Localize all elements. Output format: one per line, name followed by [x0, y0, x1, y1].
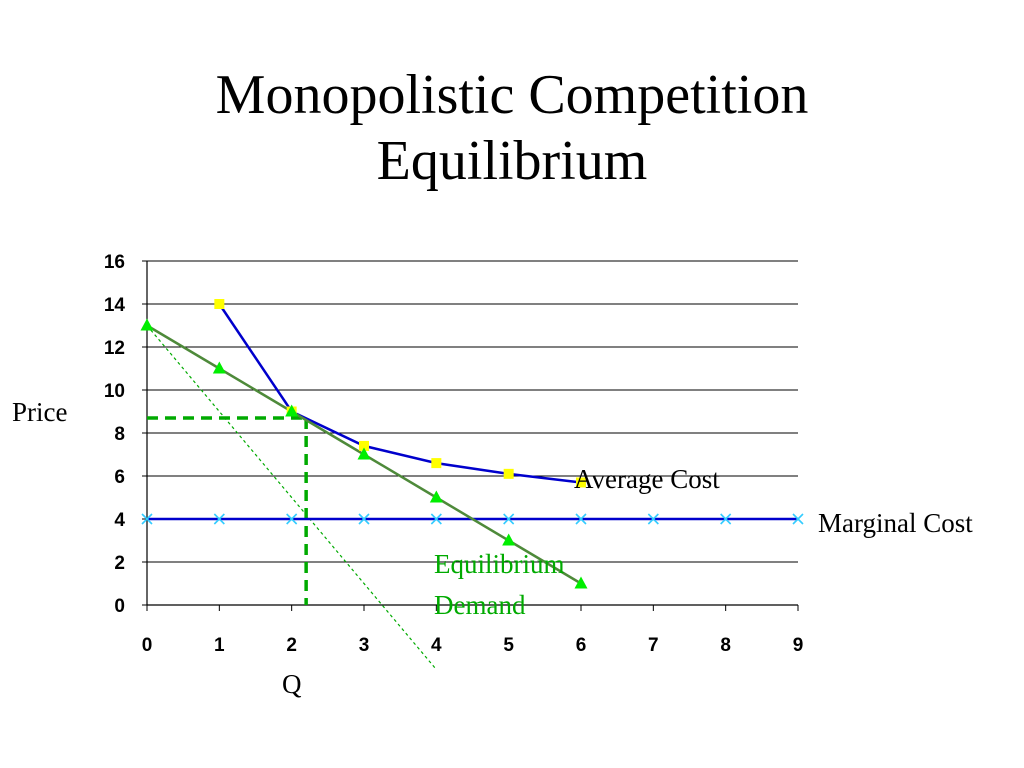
equilibrium-demand-point-5 [502, 533, 516, 546]
average-cost-point-5 [576, 477, 586, 488]
y-axis-title: Price [12, 397, 67, 427]
x-axis-title: Q [282, 669, 302, 699]
y-tick-label-2: 2 [114, 553, 125, 574]
marginal-cost-point-3 [358, 513, 370, 525]
demand-label: Demand [434, 590, 526, 620]
marginal-cost-point-1 [213, 513, 225, 525]
series-lines [146, 303, 798, 585]
title-line-1: Monopolistic Competition [215, 64, 809, 126]
average-cost-point-3 [431, 458, 442, 469]
marginal-revenue-line [146, 325, 437, 670]
equilibrium-demand-point-0 [140, 318, 154, 331]
y-tick-label-8: 8 [114, 424, 125, 445]
series-markers [140, 299, 804, 589]
chart-labels: Price Q Average Cost Marginal Cost Equil… [12, 397, 973, 699]
equilibrium-demand-point-3 [357, 447, 371, 460]
x-tick-label-2: 2 [286, 635, 297, 656]
marginal-cost-point-4 [430, 513, 442, 525]
x-tick-label-3: 3 [359, 635, 370, 656]
x-tick-label-4: 4 [431, 635, 442, 656]
average-cost-line [218, 303, 582, 484]
y-tick-label-10: 10 [104, 381, 125, 402]
marginal-cost-point-5 [503, 513, 515, 525]
marginal-cost-point-0 [141, 513, 153, 525]
x-tick-label-8: 8 [720, 635, 731, 656]
marginal-cost-point-7 [647, 513, 659, 525]
x-tick-label-7: 7 [648, 635, 659, 656]
y-tick-label-14: 14 [104, 295, 126, 316]
guide-lines [146, 325, 437, 670]
y-tick-label-6: 6 [114, 467, 125, 488]
marginal-cost-label: Marginal Cost [818, 508, 973, 538]
title-line-2: Equilibrium [376, 130, 648, 192]
x-tick-label-1: 1 [214, 635, 225, 656]
marginal-cost-point-2 [286, 513, 298, 525]
marginal-cost-point-8 [720, 513, 732, 525]
marginal-cost-point-6 [575, 513, 587, 525]
y-tick-label-0: 0 [114, 596, 125, 617]
average-cost-point-4 [503, 468, 514, 479]
x-tick-label-0: 0 [142, 635, 153, 656]
average-cost-label: Average Cost [574, 464, 720, 494]
equilibrium-demand-point-6 [574, 576, 588, 589]
equilibrium-demand-point-4 [429, 490, 443, 503]
x-tick-label-5: 5 [503, 635, 514, 656]
x-tick-label-6: 6 [576, 635, 587, 656]
marginal-cost-point-9 [792, 513, 804, 525]
slide-title: Monopolistic Competition Equilibrium [0, 62, 1024, 194]
gridlines [147, 260, 798, 563]
y-tick-label-12: 12 [104, 338, 125, 359]
equilibrium-demand-point-1 [212, 361, 226, 374]
y-tick-label-16: 16 [104, 252, 125, 273]
average-cost-point-2 [359, 440, 369, 451]
x-tick-label-9: 9 [793, 635, 804, 656]
y-tick-label-4: 4 [114, 510, 125, 531]
equilibrium-label: Equilibrium [434, 549, 565, 579]
average-cost-point-0 [214, 299, 225, 309]
equilibrium-demand-point-2 [285, 404, 299, 417]
